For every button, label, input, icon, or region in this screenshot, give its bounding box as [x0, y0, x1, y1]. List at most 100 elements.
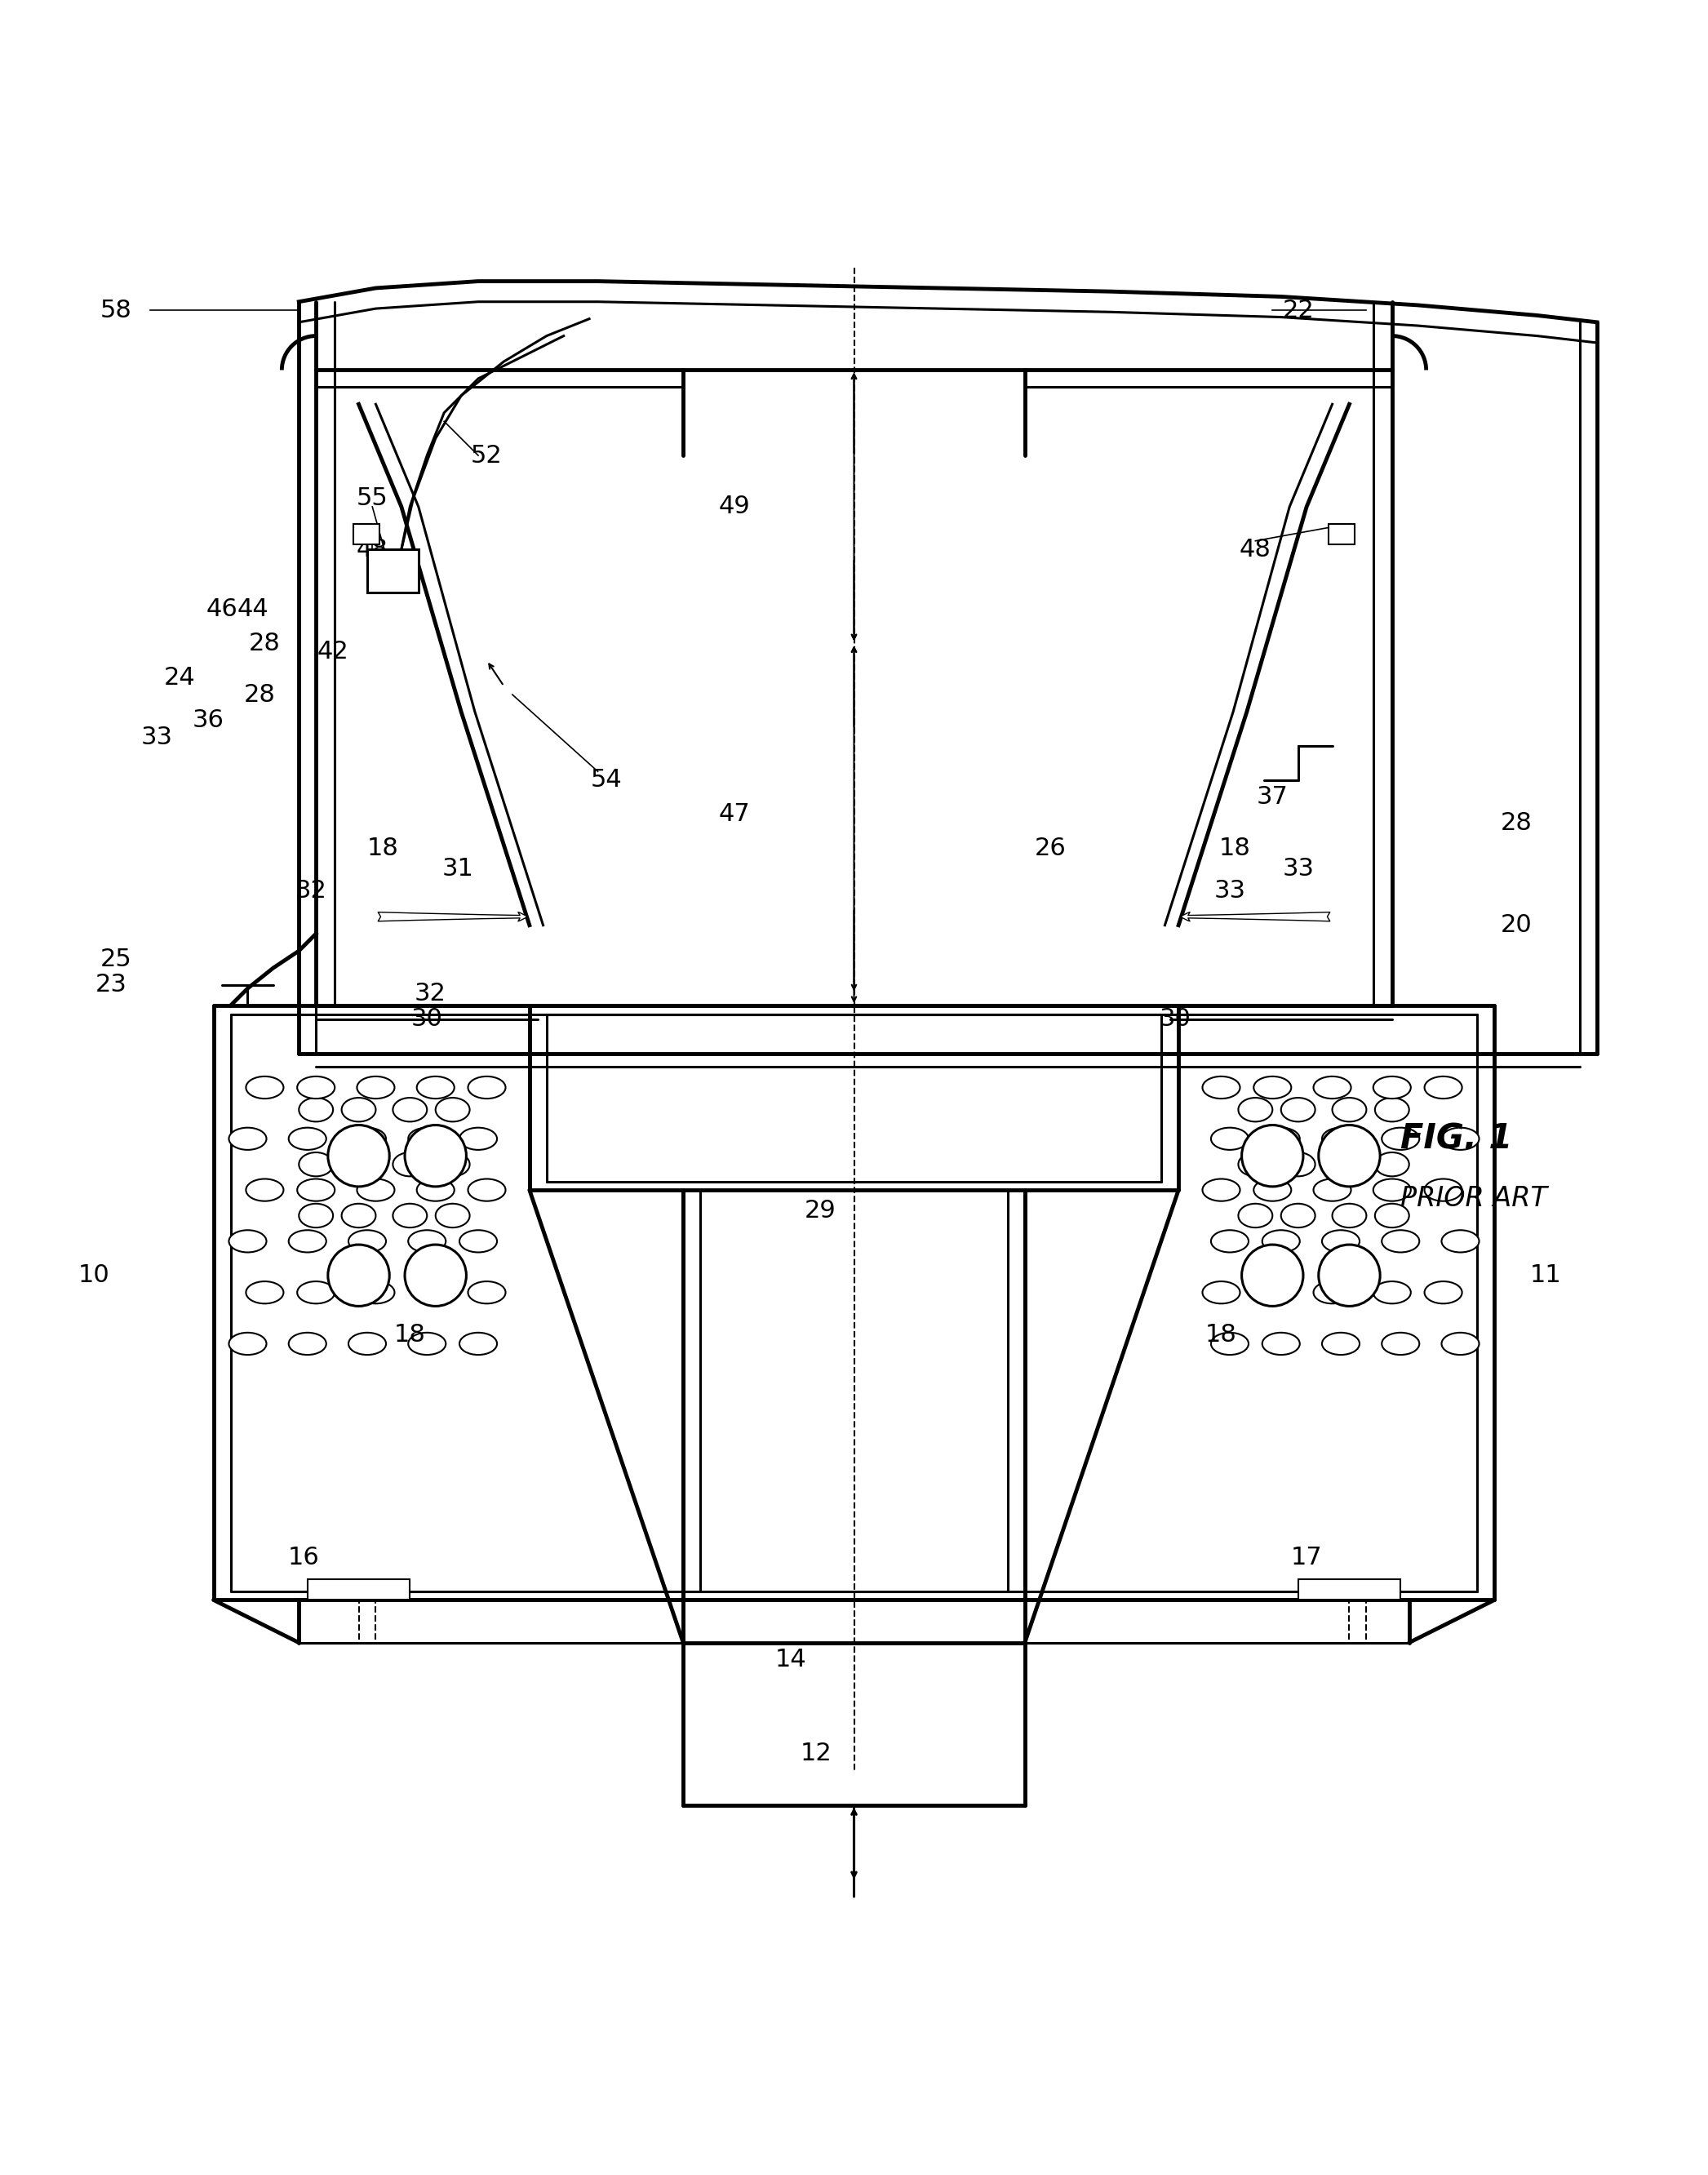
Text: 48: 48 [357, 537, 388, 561]
Ellipse shape [1211, 1127, 1249, 1151]
Ellipse shape [1211, 1333, 1249, 1355]
Ellipse shape [1262, 1231, 1300, 1253]
Ellipse shape [1322, 1231, 1360, 1253]
Ellipse shape [1442, 1231, 1479, 1253]
Ellipse shape [408, 1127, 446, 1151]
Text: 23: 23 [96, 972, 126, 996]
Ellipse shape [468, 1281, 506, 1303]
Ellipse shape [289, 1231, 326, 1253]
Ellipse shape [1281, 1098, 1315, 1122]
Ellipse shape [357, 1077, 395, 1098]
Ellipse shape [1442, 1127, 1479, 1151]
Text: 30: 30 [1160, 1007, 1190, 1031]
Ellipse shape [342, 1203, 376, 1227]
Text: PRIOR ART: PRIOR ART [1401, 1185, 1547, 1211]
Ellipse shape [468, 1077, 506, 1098]
Ellipse shape [1254, 1077, 1291, 1098]
Ellipse shape [357, 1281, 395, 1303]
Bar [367, 550, 418, 592]
Ellipse shape [436, 1203, 470, 1227]
Text: 49: 49 [719, 496, 750, 518]
Ellipse shape [393, 1098, 427, 1122]
Ellipse shape [468, 1179, 506, 1201]
Ellipse shape [1382, 1333, 1419, 1355]
Text: 24: 24 [164, 666, 195, 689]
Text: 48: 48 [1240, 537, 1271, 561]
Circle shape [1319, 1244, 1380, 1307]
Text: 30: 30 [412, 1007, 442, 1031]
Text: 12: 12 [801, 1742, 832, 1766]
Ellipse shape [408, 1333, 446, 1355]
Bar [1329, 524, 1354, 544]
Text: 42: 42 [318, 639, 348, 663]
Text: 33: 33 [1214, 879, 1245, 903]
Text: 47: 47 [719, 803, 750, 827]
Ellipse shape [417, 1077, 454, 1098]
Text: 37: 37 [1257, 785, 1288, 809]
Text: 52: 52 [471, 444, 502, 468]
Text: 17: 17 [1291, 1546, 1322, 1568]
Ellipse shape [393, 1153, 427, 1177]
Text: 25: 25 [101, 948, 132, 972]
Ellipse shape [289, 1333, 326, 1355]
Circle shape [328, 1244, 389, 1307]
Text: 20: 20 [1501, 914, 1532, 937]
Bar [354, 524, 379, 544]
Circle shape [405, 1124, 466, 1188]
Ellipse shape [1281, 1203, 1315, 1227]
Ellipse shape [1211, 1231, 1249, 1253]
Text: 36: 36 [193, 709, 224, 733]
Ellipse shape [459, 1333, 497, 1355]
Ellipse shape [436, 1098, 470, 1122]
Text: 32: 32 [295, 879, 326, 903]
Circle shape [328, 1124, 389, 1188]
Ellipse shape [348, 1231, 386, 1253]
Ellipse shape [459, 1127, 497, 1151]
Ellipse shape [348, 1333, 386, 1355]
Ellipse shape [1202, 1077, 1240, 1098]
Ellipse shape [1375, 1098, 1409, 1122]
Ellipse shape [229, 1231, 266, 1253]
Text: 28: 28 [244, 683, 275, 707]
Text: 18: 18 [367, 837, 398, 859]
Ellipse shape [1281, 1153, 1315, 1177]
Ellipse shape [246, 1281, 284, 1303]
Ellipse shape [299, 1098, 333, 1122]
Ellipse shape [357, 1179, 395, 1201]
Text: 54: 54 [591, 768, 622, 792]
Ellipse shape [436, 1153, 470, 1177]
Bar [1298, 1579, 1401, 1601]
Ellipse shape [299, 1153, 333, 1177]
Text: 55: 55 [357, 487, 388, 509]
Text: 22: 22 [1283, 298, 1313, 322]
Ellipse shape [1262, 1333, 1300, 1355]
Text: 46: 46 [207, 598, 237, 622]
Text: 26: 26 [1035, 837, 1066, 859]
Ellipse shape [1373, 1077, 1411, 1098]
Text: 32: 32 [415, 981, 446, 1005]
Ellipse shape [297, 1179, 335, 1201]
Text: 18: 18 [1220, 837, 1250, 859]
Ellipse shape [299, 1203, 333, 1227]
Ellipse shape [1382, 1127, 1419, 1151]
Ellipse shape [1332, 1153, 1366, 1177]
Ellipse shape [342, 1153, 376, 1177]
Ellipse shape [1332, 1098, 1366, 1122]
Ellipse shape [246, 1077, 284, 1098]
Text: 11: 11 [1530, 1264, 1561, 1288]
Ellipse shape [1424, 1179, 1462, 1201]
Ellipse shape [1373, 1179, 1411, 1201]
Ellipse shape [229, 1333, 266, 1355]
Ellipse shape [1322, 1333, 1360, 1355]
Circle shape [1319, 1124, 1380, 1188]
Ellipse shape [1262, 1127, 1300, 1151]
Ellipse shape [1313, 1179, 1351, 1201]
Ellipse shape [289, 1127, 326, 1151]
Ellipse shape [1238, 1203, 1272, 1227]
Text: 16: 16 [289, 1546, 319, 1568]
Text: 28: 28 [249, 631, 280, 655]
Ellipse shape [1202, 1179, 1240, 1201]
Ellipse shape [1313, 1077, 1351, 1098]
Ellipse shape [1202, 1281, 1240, 1303]
Ellipse shape [1238, 1098, 1272, 1122]
